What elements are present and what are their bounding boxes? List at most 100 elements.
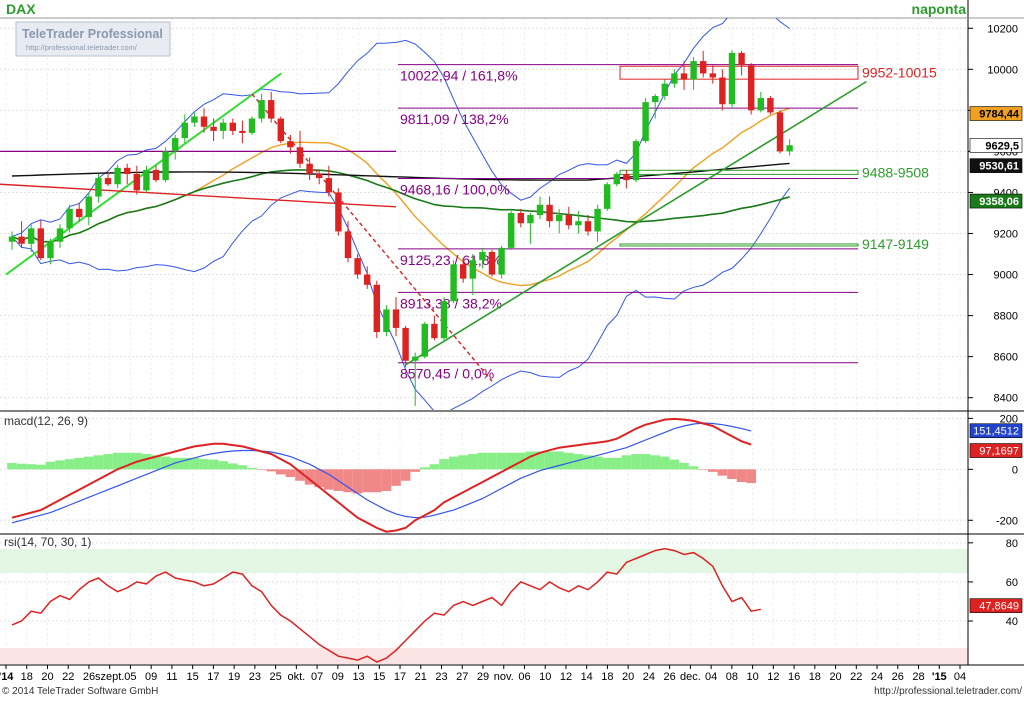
x-tick-label: 09 [145, 671, 157, 683]
y-tick-label: 10000 [987, 64, 1018, 76]
ma-mid-line [11, 169, 790, 243]
macd-histogram-bar [468, 454, 478, 470]
fib-level-label: 9811,09 / 138,2% [400, 111, 509, 127]
macd-histogram-bar [151, 455, 161, 470]
x-tick-label: 26 [664, 671, 676, 683]
x-tick-label: 25 [269, 671, 281, 683]
candle-body [450, 264, 457, 302]
price-tag-label: 9629,5 [985, 140, 1019, 152]
macd-histogram-bar [16, 463, 27, 470]
x-tick-label: dec. [680, 671, 701, 683]
macd-histogram-bar [93, 455, 104, 470]
y-tick-label: 40 [1006, 616, 1018, 628]
macd-histogram-bar [55, 460, 65, 470]
y-tick-label: -200 [996, 515, 1018, 527]
x-tick-label: 13 [352, 671, 364, 683]
symbol-title: DAX [6, 1, 36, 17]
macd-histogram-bar [74, 457, 84, 470]
x-tick-label: 28 [912, 671, 924, 683]
bollinger-upper [11, 18, 790, 238]
candle-body [229, 122, 236, 131]
y-tick-label: 8600 [994, 352, 1018, 364]
x-tick-label: 18 [809, 671, 821, 683]
candle-body [28, 228, 35, 244]
x-tick-label: 09 [332, 671, 344, 683]
macd-histogram-bar [180, 457, 190, 470]
candle-body [344, 231, 352, 259]
x-tick-label: 08 [726, 671, 738, 683]
macd-histogram-bar [583, 455, 593, 470]
x-tick-label: 27 [456, 671, 468, 683]
macd-histogram-bar [170, 457, 180, 470]
fib-level-label: 9125,23 / 61,8% [400, 252, 502, 268]
candle-body [316, 173, 323, 179]
x-tick-label: 04 [954, 671, 966, 683]
candle-body [632, 141, 640, 181]
macd-histogram-bar [391, 469, 401, 486]
candle-body [354, 258, 361, 275]
macd-histogram-bar [400, 469, 411, 481]
macd-histogram-bar [544, 451, 555, 470]
indicator-tag-label: 97,1697 [979, 446, 1019, 458]
indicator-tag-label: 47,8649 [979, 601, 1019, 613]
price-tag-label: 9530,61 [979, 161, 1019, 173]
macd-histogram-bar [410, 469, 420, 472]
macd-histogram-bar [141, 454, 152, 470]
x-tick-label: 23 [249, 671, 261, 683]
macd-histogram-bar [708, 469, 718, 472]
candle-body [172, 138, 179, 152]
candle-body [306, 163, 313, 174]
x-tick-label: 12 [560, 671, 572, 683]
candle-body [258, 100, 265, 119]
candle-body [517, 212, 524, 224]
macd-histogram-bar [506, 452, 516, 470]
x-tick-label: 22 [850, 671, 862, 683]
macd-histogram-bar [112, 452, 123, 470]
x-tick-label: 20 [41, 671, 53, 683]
x-tick-label: 23 [435, 671, 447, 683]
indicator-tag-box [969, 443, 1023, 458]
macd-histogram-bar [314, 469, 324, 488]
rsi-y-axis: 40 60 80 [968, 538, 1018, 628]
copyright-text: © 2014 TeleTrader Software GmbH [2, 686, 158, 697]
candle-body [412, 356, 419, 361]
macd-histogram-bar [208, 459, 219, 470]
zone-labels: 9952-10015 9488-9508 9147-9149 [862, 65, 937, 252]
x-tick-label: 18 [601, 671, 613, 683]
macd-histogram-bar [621, 455, 632, 470]
x-tick-label: 10 [746, 671, 758, 683]
candle-body [488, 251, 496, 275]
candle-body [239, 130, 246, 133]
candle-body [738, 52, 745, 66]
macd-histogram-bar [698, 469, 708, 470]
macd-histogram-bar [640, 454, 651, 470]
candle-body [37, 228, 44, 259]
rsi-grid [0, 542, 968, 622]
macd-histogram-bar [458, 455, 468, 470]
macd-histogram-bar [525, 451, 536, 470]
candle-body [421, 323, 428, 357]
footer-url[interactable]: http://professional.teletrader.com/ [874, 686, 1022, 697]
macd-histogram-bar [64, 459, 75, 470]
zone-label: 9488-9508 [862, 164, 929, 180]
x-tick-label: 17 [394, 671, 406, 683]
x-tick-label: 06 [518, 671, 530, 683]
candle-body [536, 204, 544, 216]
candle-body [143, 169, 150, 191]
candle-body [719, 77, 726, 105]
y-tick-label: 8400 [994, 393, 1018, 405]
candle-body [661, 83, 668, 96]
x-tick-label: 29 [477, 671, 489, 683]
candle-body [277, 118, 284, 142]
candle-body [728, 52, 736, 105]
macd-histogram-bar [602, 457, 612, 470]
macd-histogram-bar [650, 455, 660, 470]
macd-y-axis: -200 0 200 [968, 413, 1018, 527]
candle-body [296, 147, 304, 164]
x-tick-label: 16 [788, 671, 800, 683]
candle-body [680, 73, 688, 80]
x-tick-label: 20 [622, 671, 634, 683]
downtrend-line [251, 93, 493, 382]
rsi-oversold-band [0, 648, 968, 664]
macd-histogram-bar [688, 466, 699, 470]
